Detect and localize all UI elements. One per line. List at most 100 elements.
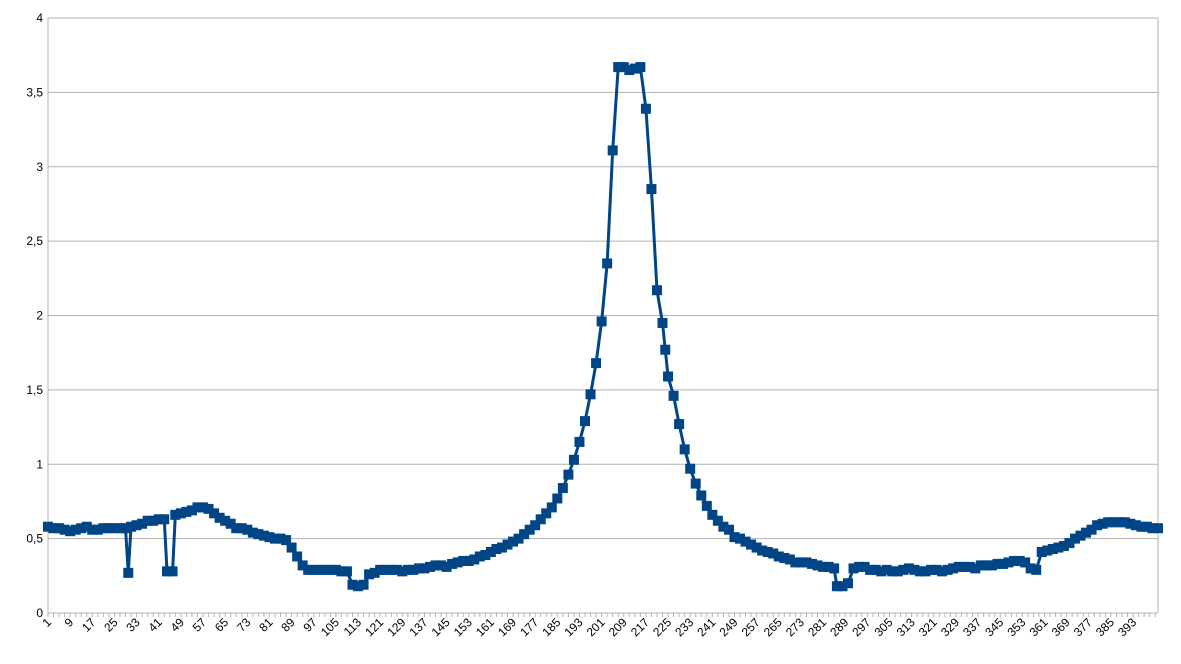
data-point [463, 555, 474, 566]
data-point [718, 521, 729, 532]
y-tick-label: 0 [36, 606, 43, 620]
data-point [657, 317, 668, 328]
data-point [997, 558, 1008, 569]
data-point [602, 258, 613, 269]
x-tick-label: 345 [982, 615, 1006, 639]
y-tick-label: 1,5 [26, 383, 43, 397]
data-point [723, 524, 734, 535]
data-point [242, 524, 253, 535]
x-tick-label: 313 [894, 615, 918, 639]
x-tick-label: 105 [318, 615, 342, 639]
data-point [369, 567, 380, 578]
data-point [607, 145, 618, 156]
data-point [942, 564, 953, 575]
x-tick-label: 377 [1071, 615, 1095, 639]
data-point [87, 524, 98, 535]
data-point [563, 469, 574, 480]
data-point [740, 536, 751, 547]
data-point [159, 514, 170, 525]
data-point [920, 566, 931, 577]
x-tick-label: 369 [1049, 615, 1073, 639]
data-point [502, 539, 513, 550]
x-tick-label: 17 [79, 615, 99, 635]
data-point [275, 533, 286, 544]
data-point [1075, 530, 1086, 541]
data-point [640, 103, 651, 114]
data-point [574, 436, 585, 447]
data-point [314, 564, 325, 575]
data-point [175, 508, 186, 519]
data-point [668, 390, 679, 401]
data-point [524, 524, 535, 535]
data-point [1069, 533, 1080, 544]
data-point [1014, 555, 1025, 566]
data-point [892, 566, 903, 577]
y-axis-tick-labels: 0 0,5 1 1,5 2 2,5 3 3,5 4 [26, 11, 43, 620]
data-point [970, 563, 981, 574]
data-point [696, 490, 707, 501]
x-tick-label: 337 [960, 615, 984, 639]
data-point [591, 358, 602, 369]
data-point [535, 514, 546, 525]
data-point [508, 536, 519, 547]
data-point [779, 552, 790, 563]
data-point [225, 518, 236, 529]
y-tick-label: 0,5 [26, 532, 43, 546]
data-point [1036, 547, 1047, 558]
data-point [181, 506, 192, 517]
data-point [269, 533, 280, 544]
x-tick-label: 73 [234, 615, 254, 635]
data-point [76, 523, 87, 534]
data-point [1108, 517, 1119, 528]
data-point [1086, 524, 1097, 535]
x-tick-label: 305 [872, 615, 896, 639]
data-point [419, 563, 430, 574]
data-point [170, 509, 181, 520]
data-point [1153, 523, 1163, 534]
data-point [975, 560, 986, 571]
y-tick-label: 3,5 [26, 85, 43, 99]
data-point [98, 523, 109, 534]
data-point [812, 560, 823, 571]
data-point [651, 285, 662, 296]
x-tick-label: 177 [517, 615, 541, 639]
data-point [513, 533, 524, 544]
data-point [402, 564, 413, 575]
data-point [386, 564, 397, 575]
x-tick-label: 137 [407, 615, 431, 639]
data-point [773, 551, 784, 562]
x-tick-label: 233 [672, 615, 696, 639]
x-tick-label: 273 [783, 615, 807, 639]
data-point [959, 561, 970, 572]
x-tick-label: 209 [606, 615, 630, 639]
x-tick-label: 289 [827, 615, 851, 639]
x-tick-label: 25 [101, 615, 121, 635]
data-point [685, 463, 696, 474]
x-tick-label: 1 [39, 615, 54, 630]
data-point [986, 560, 997, 571]
data-point [209, 508, 220, 519]
x-tick-label: 281 [805, 615, 829, 639]
x-tick-label: 193 [562, 615, 586, 639]
data-point [646, 184, 657, 195]
data-point [496, 542, 507, 553]
data-point [1025, 563, 1036, 574]
data-point [70, 524, 81, 535]
data-point [452, 557, 463, 568]
data-point [729, 532, 740, 543]
data-point [876, 566, 887, 577]
data-point [937, 566, 948, 577]
data-point [541, 508, 552, 519]
x-tick-label: 329 [938, 615, 962, 639]
data-point [247, 527, 258, 538]
data-point [123, 567, 134, 578]
x-tick-label: 265 [761, 615, 785, 639]
data-point [784, 554, 795, 565]
data-point [992, 558, 1003, 569]
data-point [870, 564, 881, 575]
data-point [297, 560, 308, 571]
data-point [751, 542, 762, 553]
data-point [660, 344, 671, 355]
data-point [948, 563, 959, 574]
